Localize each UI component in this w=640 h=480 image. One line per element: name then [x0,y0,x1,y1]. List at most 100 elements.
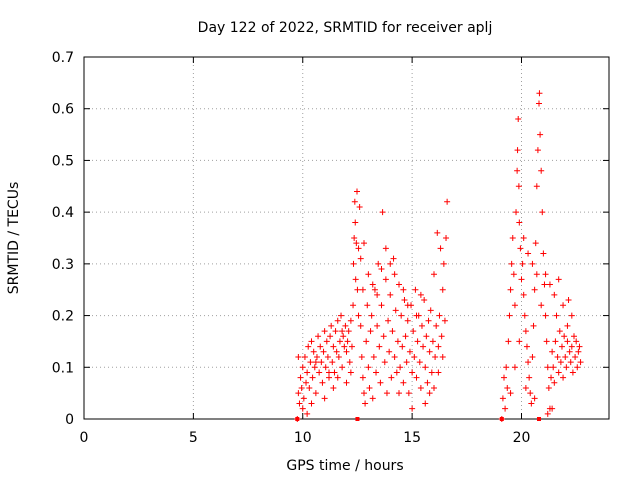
data-point [502,405,509,412]
data-point [520,291,527,298]
data-point [499,395,506,402]
data-point [378,302,385,309]
data-point [321,328,328,335]
data-point [411,353,418,360]
data-point [443,235,450,241]
data-point [561,333,568,340]
data-point [368,312,375,319]
data-point [346,359,353,366]
data-point [362,400,369,407]
data-point [550,364,557,371]
data-point [319,379,326,386]
data-point [413,374,420,381]
data-point [347,317,354,324]
data-point [312,359,319,366]
data-point [354,188,360,195]
data-point [405,390,412,397]
data-point [386,348,393,355]
data-point [511,302,518,309]
data-point [354,286,361,293]
data-point [342,322,349,329]
data-point [436,312,443,319]
data-point [504,384,511,391]
data-point [520,235,527,241]
data-points [294,90,584,422]
data-point [316,369,323,376]
data-point [565,297,572,304]
data-point [366,384,373,391]
axis-marker [355,417,360,421]
data-point [353,240,360,247]
data-point [414,338,421,345]
data-point [339,364,346,371]
data-point [536,100,542,107]
data-point [299,405,306,412]
y-tick-label: 0 [65,412,74,428]
data-point [344,338,351,345]
data-point [387,291,394,298]
data-point [429,338,436,345]
data-point [402,333,409,340]
data-point [326,374,332,381]
data-point [351,235,358,241]
data-point [514,167,521,174]
data-point [385,317,392,324]
data-point [369,395,376,402]
data-point [525,359,532,366]
data-point [516,338,523,345]
data-point [340,333,347,340]
axis-marker [537,417,541,421]
data-point [326,369,332,376]
data-point [331,369,338,376]
data-point [558,343,565,350]
axis-markers [295,417,541,421]
y-axis-label: SRMTID / TECUs [6,182,22,295]
data-point [343,348,350,355]
data-point [374,291,381,298]
data-point [417,291,424,298]
data-point [426,348,433,355]
data-point [299,364,306,371]
data-point [432,353,439,360]
data-point [527,390,534,397]
data-point [435,343,442,350]
data-point [434,229,441,236]
data-point [328,322,335,329]
data-point [327,333,334,340]
data-point [332,328,339,335]
data-point [433,322,440,329]
data-point [309,374,316,381]
data-point [351,198,358,205]
data-point [400,379,407,386]
data-point [364,302,371,309]
data-point [409,369,416,376]
data-point [315,333,322,340]
data-point [343,379,350,386]
data-point [572,353,579,360]
y-tick-label: 0.4 [52,205,74,221]
data-point [549,348,556,355]
data-point [560,302,567,309]
data-point [323,338,330,345]
data-point [379,209,386,216]
data-point [339,328,346,335]
data-point [369,281,376,288]
data-point [350,302,357,309]
data-point [564,322,571,329]
data-point [428,369,435,376]
data-point [355,312,362,319]
data-point [431,271,437,278]
data-point [508,260,515,267]
data-point [530,322,537,329]
data-point [534,147,541,154]
data-point [390,255,397,262]
data-point [401,297,408,304]
data-point [507,390,514,397]
data-point [341,343,348,350]
data-point [506,312,513,319]
data-point [437,245,444,252]
data-point [538,302,545,309]
data-point [301,353,308,360]
data-point [528,400,535,407]
data-point [334,317,341,324]
